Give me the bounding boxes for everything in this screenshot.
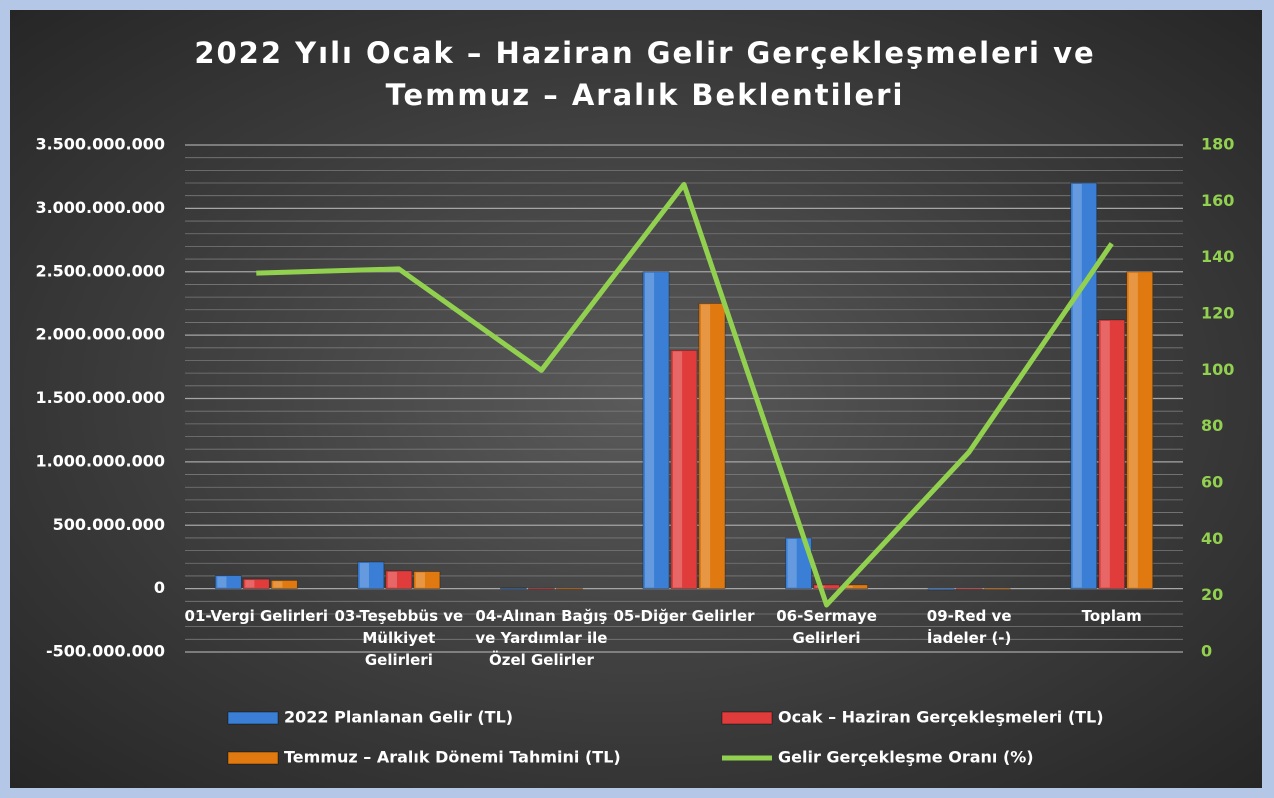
x-tick-label: 03-Teşebbüs ve Mülkiyet Gelirleri [334, 606, 464, 669]
line-series [256, 181, 1114, 608]
y2-tick-label: 80 [1201, 416, 1223, 435]
bar [270, 579, 298, 590]
y-tick-label: 1.000.000.000 [35, 451, 165, 470]
y2-tick-label: 100 [1201, 360, 1234, 379]
y2-tick-label: 0 [1201, 642, 1212, 661]
legend-swatch [227, 751, 279, 765]
x-tick-label: 09-Red ve İadeler (-) [926, 606, 1012, 647]
y2-tick-label: 60 [1201, 473, 1223, 492]
bar-highlight [359, 563, 369, 588]
bar [670, 349, 698, 590]
y-tick-label: 2.000.000.000 [35, 325, 165, 344]
bar [955, 588, 983, 591]
bar-highlight [787, 538, 797, 588]
bar [528, 587, 555, 590]
chart-title: 2022 Yılı Ocak – Haziran Gelir Gerçekleş… [194, 36, 1096, 112]
bar [242, 578, 270, 590]
bar-highlight [415, 572, 425, 588]
y2-tick-label: 140 [1201, 247, 1234, 266]
bar-highlight [645, 272, 655, 588]
legend-label: 2022 Planlanan Gelir (TL) [284, 708, 513, 727]
bar-highlight [273, 581, 283, 588]
bar [642, 271, 670, 590]
y-tick-label: 3.500.000.000 [35, 135, 165, 154]
y2-tick-label: 160 [1201, 191, 1234, 210]
y2-tick-label: 120 [1201, 304, 1234, 323]
y-tick-label: 0 [154, 578, 165, 597]
bar-highlight [1100, 320, 1110, 588]
bar [413, 571, 441, 590]
x-tick-label: 06-Sermaye Gelirleri [776, 606, 877, 647]
y-tick-label: 2.500.000.000 [35, 261, 165, 280]
bar [556, 587, 583, 590]
bar [500, 587, 527, 590]
bar-highlight [843, 585, 853, 588]
y2-tick-label: 40 [1201, 529, 1223, 548]
y2-tick-label: 20 [1201, 585, 1223, 604]
bar-highlight [673, 351, 683, 588]
bar [813, 584, 840, 590]
y-tick-label: 1.500.000.000 [35, 388, 165, 407]
bar-highlight [217, 576, 227, 588]
bar-highlight [1128, 272, 1138, 588]
x-tick-label: 01-Vergi Gelirleri [184, 606, 329, 625]
chart: 2022 Yılı Ocak – Haziran Gelir Gerçekleş… [10, 10, 1262, 788]
bar-highlight [387, 571, 397, 588]
bar [1098, 319, 1126, 590]
bar [927, 588, 955, 591]
legend-label: Gelir Gerçekleşme Oranı (%) [778, 748, 1034, 767]
legend-label: Ocak – Haziran Gerçekleşmeleri (TL) [778, 708, 1104, 727]
bar-highlight [1072, 184, 1082, 588]
legend-swatch [721, 711, 773, 725]
bar-highlight [245, 580, 255, 588]
bar [1126, 271, 1154, 590]
bar [214, 575, 242, 590]
legend-swatch [227, 711, 279, 725]
bar [1070, 182, 1098, 590]
plot: -500.000.000 0 500.000.000 1.000.000.000 1.5… [35, 135, 1234, 767]
bar [385, 570, 413, 590]
x-tick-label: 04-Alınan Bağış ve Yardımlar ile Özel Ge… [475, 606, 608, 669]
bar [357, 561, 385, 590]
x-tick-label: 05-Diğer Gelirler [613, 606, 755, 625]
y-tick-label: 500.000.000 [53, 515, 165, 534]
bar [698, 303, 726, 590]
y-tick-label: 3.000.000.000 [35, 198, 165, 217]
legend-label: Temmuz – Aralık Dönemi Tahmini (TL) [284, 748, 621, 767]
y2-tick-label: 180 [1201, 135, 1234, 154]
y-tick-label: -500.000.000 [46, 642, 165, 661]
bar [983, 588, 1011, 591]
x-tick-label: Toplam [1081, 606, 1142, 625]
bar-highlight [701, 304, 711, 588]
